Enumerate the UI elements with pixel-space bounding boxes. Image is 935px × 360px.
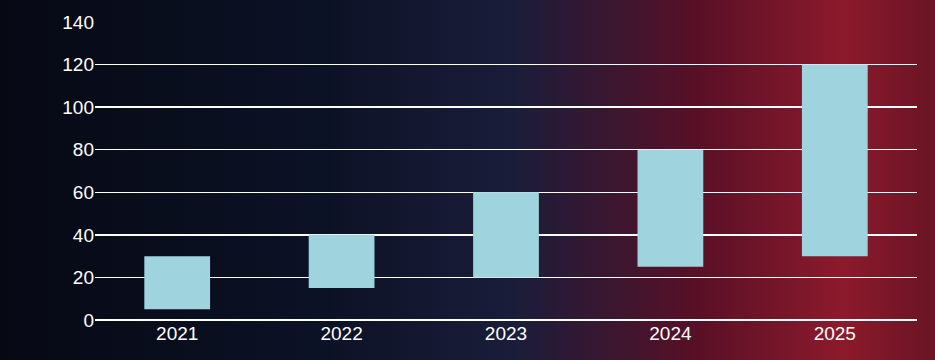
svg-text:20: 20 — [73, 267, 94, 288]
svg-text:2023: 2023 — [485, 323, 527, 344]
svg-text:140: 140 — [62, 12, 94, 33]
svg-text:2022: 2022 — [320, 323, 362, 344]
svg-text:2024: 2024 — [649, 323, 692, 344]
svg-text:2021: 2021 — [156, 323, 198, 344]
svg-text:80: 80 — [73, 139, 94, 160]
svg-text:40: 40 — [73, 225, 94, 246]
svg-text:120: 120 — [62, 54, 94, 75]
svg-text:60: 60 — [73, 182, 94, 203]
svg-text:2025: 2025 — [814, 323, 856, 344]
svg-text:0: 0 — [83, 310, 94, 331]
svg-text:100: 100 — [62, 97, 94, 118]
